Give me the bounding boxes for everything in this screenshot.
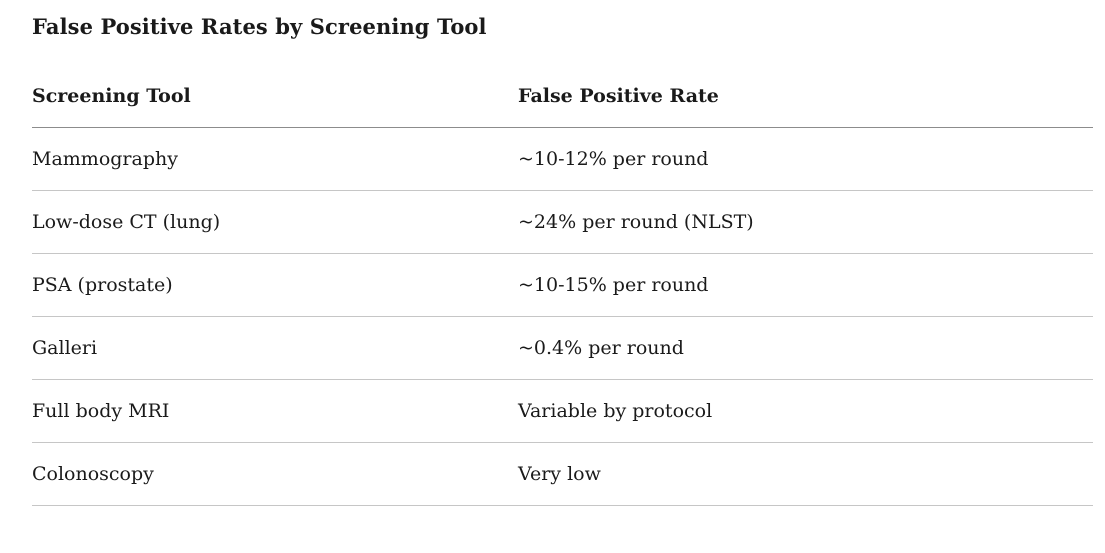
column-header-screening-tool: Screening Tool <box>32 65 518 128</box>
cell-false-positive-rate: ~24% per round (NLST) <box>518 190 1093 254</box>
cell-false-positive-rate: Very low <box>518 442 1093 506</box>
cell-screening-tool: Galleri <box>32 316 518 380</box>
table-row: Full body MRI Variable by protocol <box>32 379 1093 443</box>
cell-screening-tool: Low-dose CT (lung) <box>32 190 518 254</box>
cell-screening-tool: PSA (prostate) <box>32 253 518 317</box>
table-row: Low-dose CT (lung) ~24% per round (NLST) <box>32 190 1093 254</box>
table-header-row: Screening Tool False Positive Rate <box>32 65 1093 128</box>
table-row: Galleri ~0.4% per round <box>32 316 1093 380</box>
cell-false-positive-rate: ~0.4% per round <box>518 316 1093 380</box>
cell-false-positive-rate: ~10-12% per round <box>518 127 1093 191</box>
cell-false-positive-rate: ~10-15% per round <box>518 253 1093 317</box>
column-header-false-positive-rate: False Positive Rate <box>518 65 1093 128</box>
table-row: PSA (prostate) ~10-15% per round <box>32 253 1093 317</box>
table-row: Colonoscopy Very low <box>32 442 1093 506</box>
false-positive-rates-table: Screening Tool False Positive Rate Mammo… <box>32 65 1093 506</box>
table-row: Mammography ~10-12% per round <box>32 127 1093 191</box>
document-page: False Positive Rates by Screening Tool S… <box>32 14 1093 506</box>
cell-screening-tool: Mammography <box>32 127 518 191</box>
page-title: False Positive Rates by Screening Tool <box>32 14 487 39</box>
cell-false-positive-rate: Variable by protocol <box>518 379 1093 443</box>
cell-screening-tool: Full body MRI <box>32 379 518 443</box>
cell-screening-tool: Colonoscopy <box>32 442 518 506</box>
